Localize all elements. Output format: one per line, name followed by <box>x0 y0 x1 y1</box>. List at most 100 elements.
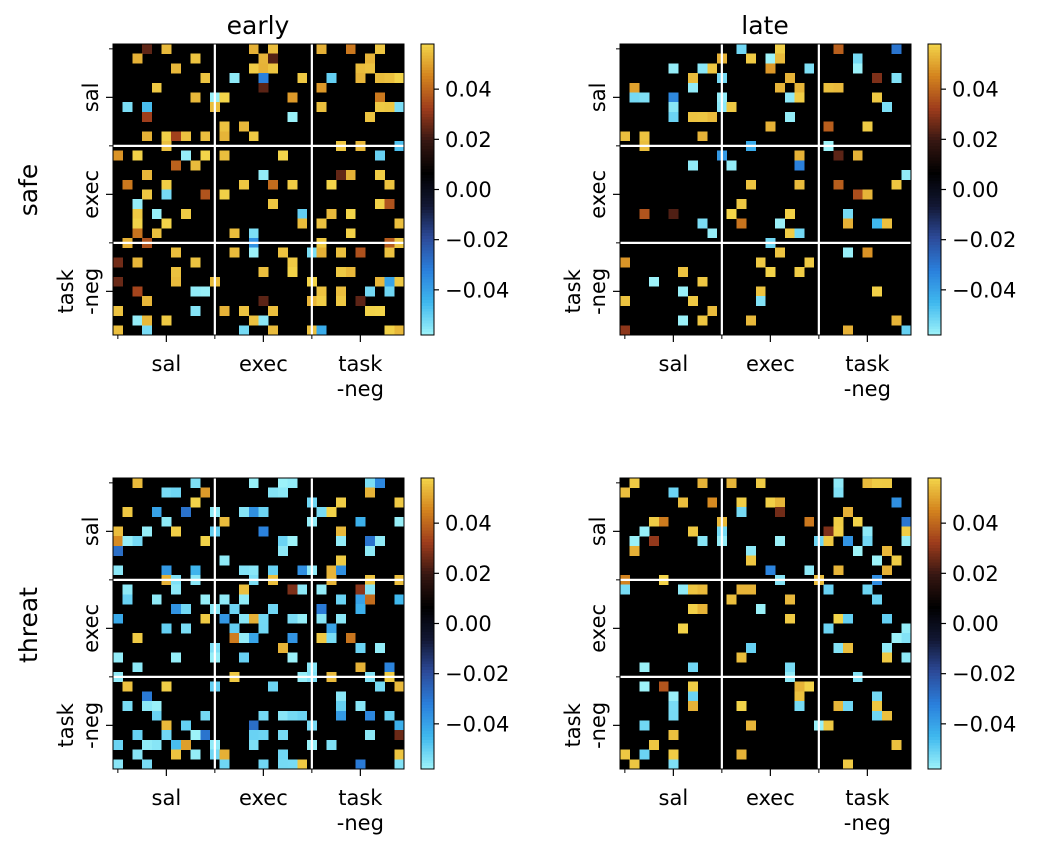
heatmap-cell <box>746 720 756 731</box>
colorbar-segment <box>928 672 941 677</box>
colorbar-tick-label: −0.04 <box>445 278 509 302</box>
heatmap-cell <box>161 516 172 527</box>
heatmap-cell <box>316 613 327 624</box>
colorbar-segment <box>421 122 434 126</box>
heatmap-cell <box>833 613 844 624</box>
heatmap-cell <box>248 565 259 576</box>
heatmap-cell <box>365 584 376 595</box>
colorbar-segment <box>928 204 941 208</box>
colorbar-segment <box>928 137 941 141</box>
colorbar-tick-label: −0.02 <box>952 662 1016 686</box>
heatmap-cell <box>872 691 883 702</box>
heatmap-cell <box>122 536 133 547</box>
colorbar-segment <box>928 236 941 240</box>
heatmap-cell <box>687 584 698 595</box>
heatmap-cell <box>765 121 776 132</box>
heatmap-cell <box>132 315 143 326</box>
colorbar-segment <box>928 154 941 158</box>
colorbar-segment <box>421 142 434 147</box>
heatmap-cell <box>239 613 249 624</box>
x-tick-label: task -neg <box>337 786 384 835</box>
colorbar-segment <box>928 297 941 301</box>
heatmap-cell <box>239 121 249 132</box>
colorbar-segment <box>928 102 941 106</box>
heatmap-cell <box>736 749 747 760</box>
colorbar-segment <box>421 241 434 246</box>
colorbar-segment <box>928 285 941 289</box>
colorbar-segment <box>928 55 941 59</box>
heatmap-cell <box>258 170 269 180</box>
colorbar-segment <box>928 209 941 214</box>
heatmap-cell <box>239 584 249 595</box>
x-tick-label: sal <box>152 786 182 810</box>
heatmap-cell <box>113 536 123 547</box>
colorbar-segment <box>928 96 941 100</box>
heatmap-cell <box>277 710 288 721</box>
colorbar-segment <box>928 78 941 83</box>
heatmap-cell <box>765 63 776 74</box>
heatmap-cell <box>113 613 123 624</box>
y-tick-label: exec <box>586 170 610 219</box>
colorbar-segment <box>928 594 941 598</box>
heatmap-cell <box>384 247 395 258</box>
heatmap-cell <box>161 720 172 731</box>
heatmap-cell <box>687 82 698 93</box>
colorbar-segment <box>928 524 941 528</box>
colorbar-segment <box>421 702 434 706</box>
colorbar-segment <box>421 209 434 214</box>
heatmap-cell <box>132 150 143 161</box>
colorbar-segment <box>421 716 434 720</box>
heatmap-cell <box>268 487 279 498</box>
y-tick-label-line: task <box>561 268 585 313</box>
heatmap-cell <box>862 478 873 488</box>
heatmap-cell <box>794 150 805 161</box>
heatmap-cell <box>336 247 346 258</box>
heatmap-cell <box>639 662 650 673</box>
heatmap-cell <box>336 526 346 537</box>
heatmap-cell <box>258 82 269 93</box>
heatmap-cell <box>384 710 395 721</box>
colorbar-segment <box>928 606 941 610</box>
colorbar-segment <box>928 597 941 601</box>
heatmap-cell <box>794 160 805 171</box>
heatmap-cell <box>171 584 182 595</box>
colorbar-segment <box>421 204 434 208</box>
heatmap-cell <box>697 315 708 326</box>
colorbar-segment <box>421 256 434 260</box>
heatmap-cell <box>297 759 308 770</box>
heatmap-cell <box>190 160 201 171</box>
heatmap-cell <box>736 584 747 595</box>
heatmap-cell <box>852 150 863 161</box>
colorbar-segment <box>421 725 434 729</box>
heatmap-cell <box>649 536 659 547</box>
x-tick-label-line: -neg <box>337 811 384 835</box>
heatmap-cell <box>639 208 650 219</box>
heatmap-cell <box>248 228 259 239</box>
heatmap-cell <box>794 267 805 277</box>
heatmap-cell <box>161 179 172 190</box>
x-tick-label: exec <box>239 352 288 376</box>
heatmap-cell <box>697 63 708 74</box>
heatmap-cell <box>384 662 395 673</box>
colorbar-segment <box>421 218 434 222</box>
heatmap-cell <box>248 633 259 644</box>
colorbar-segment <box>421 314 434 318</box>
y-tick-label: exec <box>79 170 103 219</box>
heatmap-cell <box>755 604 766 614</box>
heatmap-cell <box>852 63 863 74</box>
heatmap-cell <box>161 681 172 692</box>
heatmap-cell <box>901 652 912 663</box>
colorbar-segment <box>421 536 434 540</box>
colorbar-segment <box>928 201 941 205</box>
heatmap-cell <box>374 150 385 161</box>
colorbar-segment <box>928 218 941 222</box>
heatmap-cell <box>678 584 689 595</box>
colorbar-segment <box>421 332 434 336</box>
heatmap-cell <box>823 121 834 132</box>
heatmap-cell <box>287 92 298 103</box>
heatmap-cell <box>258 53 269 64</box>
heatmap-cell <box>171 604 182 614</box>
colorbar-segment <box>421 49 434 54</box>
colorbar-segment <box>928 588 941 592</box>
colorbar-segment <box>928 544 941 549</box>
